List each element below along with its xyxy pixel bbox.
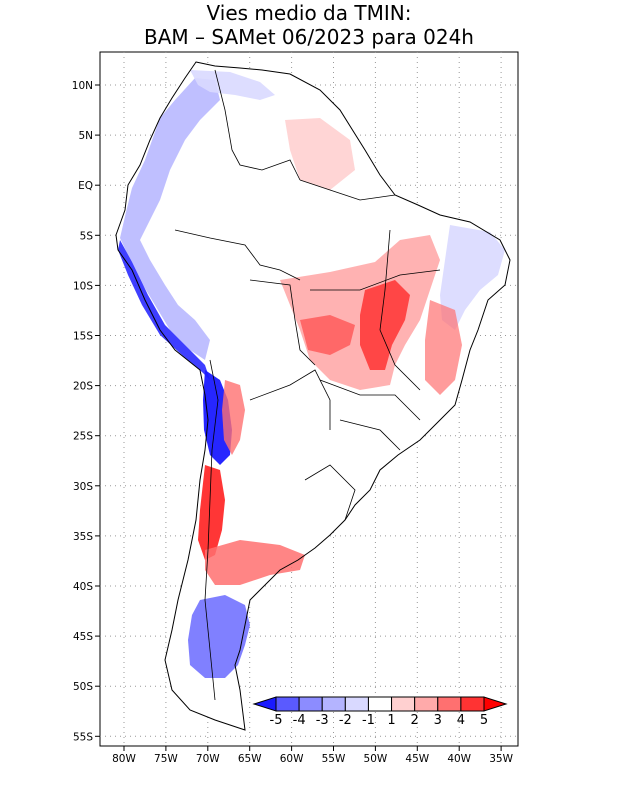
colorbar-label: 3 [434, 713, 442, 728]
lon-tick-label: 35W [489, 753, 513, 765]
lon-tick-label: 80W [112, 753, 136, 765]
coastline [115, 61, 511, 731]
lon-tick-label: 65W [238, 753, 262, 765]
cold-bias-peru-coast [118, 240, 210, 380]
lon-tick-label: 70W [196, 753, 220, 765]
warm-bias-pampas-west [205, 540, 305, 585]
border-peru-brazil [174, 229, 301, 281]
warm-bias-east-coast [425, 300, 462, 395]
lon-tick-label: 60W [280, 753, 304, 765]
lon-tick-label: 40W [447, 753, 471, 765]
cold-bias-northeast-brazil [440, 225, 505, 330]
cold-bias-patagonia [188, 595, 250, 678]
colorbar-label: 1 [387, 713, 395, 728]
latitude-labels: 10N 5N EQ 5S 10S 15S 20S 25S 30S 35S 40S 45S 50S 55S [72, 80, 100, 743]
lat-tick-label: 5N [78, 130, 93, 142]
colorbar-box [391, 696, 416, 712]
warm-bias-venezuela [285, 118, 355, 190]
border-bolivia-brazil [249, 279, 316, 366]
border-brazil-states-4 [339, 419, 401, 451]
lat-tick-label: 20S [73, 381, 93, 393]
lat-tick-label: 30S [73, 481, 93, 493]
colorbar-label: -4 [293, 713, 306, 728]
cold-bias-andes-north [120, 78, 220, 360]
warm-bias-argentina-andes [198, 465, 225, 560]
colorbar-box [275, 696, 300, 712]
lon-tick-label: 55W [322, 753, 346, 765]
lon-tick-label: 45W [405, 753, 429, 765]
colorbar-box [298, 696, 323, 712]
warm-bias-argentina-north [222, 380, 245, 455]
border-chile-argentina [204, 359, 219, 701]
warm-bias-goias [360, 280, 410, 370]
country-borders [174, 69, 441, 701]
title-line-2: BAM – SAMet 06/2023 para 024h [144, 25, 474, 49]
lat-tick-label: 40S [73, 581, 93, 593]
lat-tick-label: 10S [73, 280, 93, 292]
colorbar-label: -5 [270, 713, 283, 728]
colorbar-label: -2 [339, 713, 352, 728]
lat-tick-label: 45S [73, 631, 93, 643]
lon-tick-label: 75W [154, 753, 178, 765]
colorbar-box [367, 696, 393, 712]
colorbar-box [460, 696, 485, 712]
colorbar-label: -3 [316, 713, 329, 728]
bias-field [116, 62, 510, 730]
colorbar-box [437, 696, 462, 712]
border-argentina-paraguay [249, 369, 331, 430]
colorbar-box [414, 696, 439, 712]
warm-bias-mato-grosso [300, 315, 355, 355]
border-uruguay [304, 464, 356, 521]
colorbar-label: 2 [411, 713, 419, 728]
border-brazil-north [299, 179, 396, 201]
border-brazil-states-3 [319, 379, 421, 421]
lat-tick-label: 25S [73, 431, 93, 443]
longitude-labels: 80W 75W 70W 65W 60W 55W 50W 45W 40W 35W [112, 746, 514, 765]
lat-tick-label: 50S [73, 681, 93, 693]
border-brazil-states-2 [310, 269, 441, 291]
lat-tick-label: 5S [80, 230, 94, 242]
lat-tick-label: EQ [78, 180, 93, 192]
lat-tick-label: 15S [73, 331, 93, 343]
colorbar-box [321, 696, 346, 712]
title-line-1: Vies medio da TMIN: [207, 1, 412, 25]
lat-tick-label: 35S [73, 531, 93, 543]
cold-bias-colombia [190, 70, 275, 100]
colorbar-arrow-high [483, 696, 508, 712]
colorbar-label: 5 [480, 713, 488, 728]
lat-tick-label: 55S [73, 731, 93, 743]
colorbar-label: -1 [362, 713, 375, 728]
border-colombia-venezuela [214, 69, 301, 181]
lon-tick-label: 50W [364, 753, 388, 765]
colorbar: -5 -4 -3 -2 -1 1 2 3 4 5 [252, 696, 508, 728]
colorbar-label: 4 [457, 713, 465, 728]
lat-tick-label: 10N [72, 80, 93, 92]
colorbar-box [344, 696, 369, 712]
border-brazil-states-1 [379, 229, 421, 391]
